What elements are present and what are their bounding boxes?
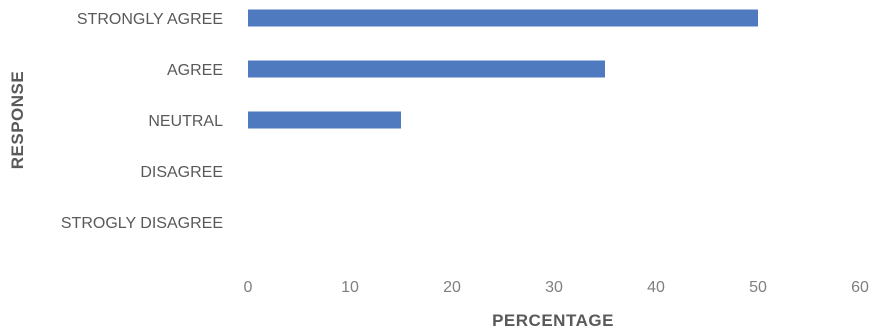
x-tick-labels: 0 10 20 30 40 50 60	[244, 279, 869, 296]
bar	[248, 9, 758, 27]
category-label: AGREE	[167, 62, 223, 79]
bars	[248, 9, 758, 129]
x-tick-label: 0	[244, 279, 253, 296]
x-axis-title: PERCENTAGE	[492, 311, 614, 330]
x-tick-label: 60	[851, 279, 869, 296]
category-label: DISAGREE	[140, 164, 223, 181]
category-labels: STRONGLY AGREE AGREE NEUTRAL DISAGREE STROGL…	[61, 11, 223, 232]
x-tick-label: 20	[443, 279, 461, 296]
category-label: STROGLY DISAGREE	[61, 215, 223, 232]
category-label: NEUTRAL	[148, 113, 223, 130]
x-tick-label: 50	[749, 279, 767, 296]
category-label: STRONGLY AGREE	[77, 11, 223, 28]
bar	[248, 111, 401, 129]
x-tick-label: 40	[647, 279, 665, 296]
y-axis-title: RESPONSE	[8, 71, 27, 169]
x-tick-label: 10	[341, 279, 359, 296]
x-tick-label: 30	[545, 279, 563, 296]
bar	[248, 60, 605, 78]
